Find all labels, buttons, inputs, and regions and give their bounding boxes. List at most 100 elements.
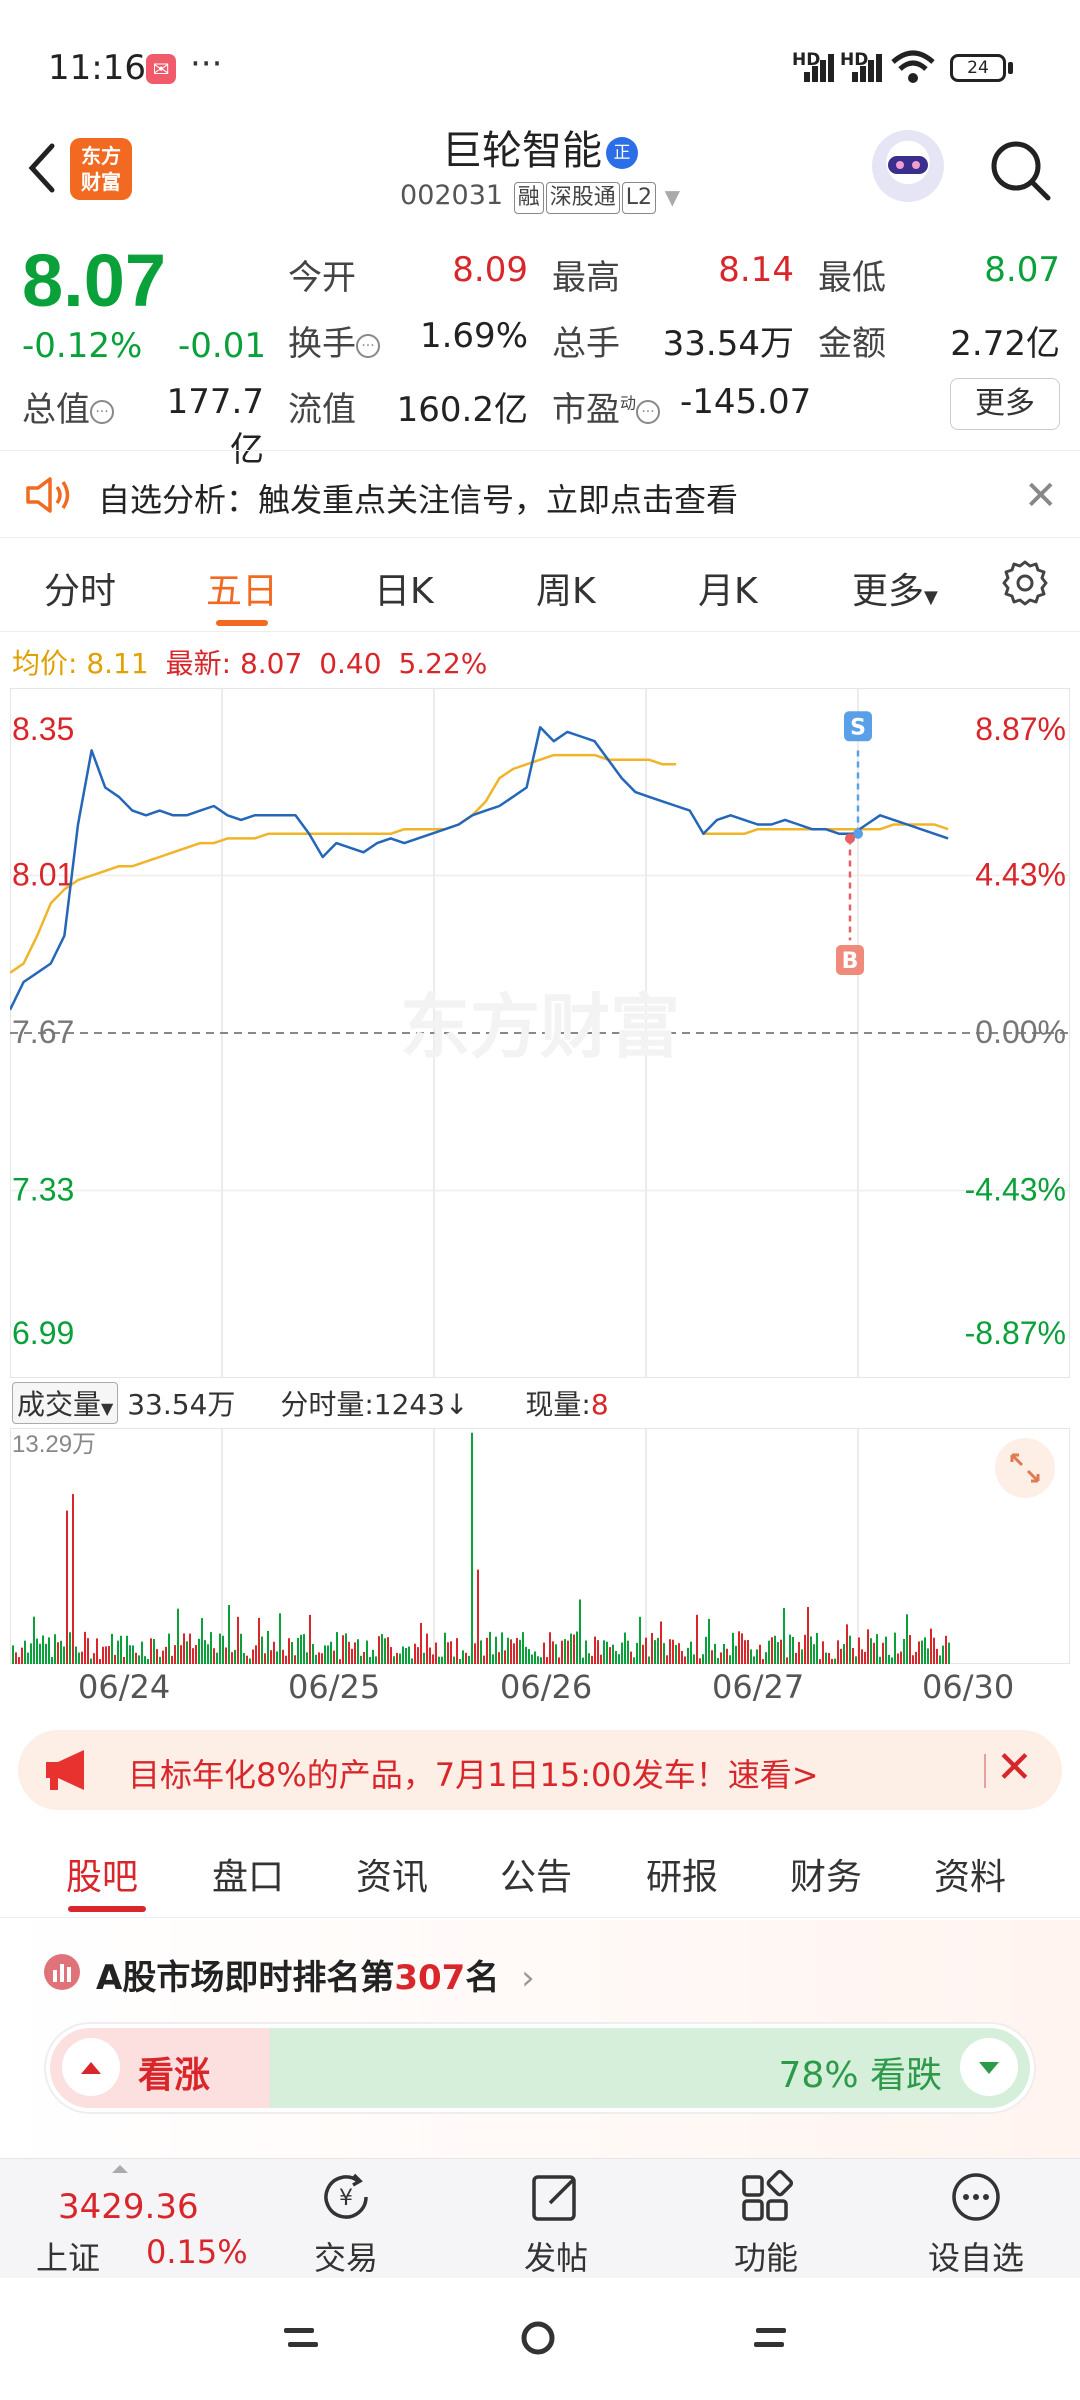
app-logo[interactable]: 东方 财富	[70, 138, 132, 200]
volume-bar	[537, 1656, 539, 1664]
volume-bar	[117, 1640, 119, 1664]
volume-bar	[102, 1646, 104, 1664]
tab-finance[interactable]: 财务	[790, 1857, 863, 1898]
volume-bar	[93, 1653, 95, 1664]
tab-intraday[interactable]: 分时	[44, 571, 117, 612]
volume-bar	[639, 1616, 641, 1664]
volume-label: 总手	[552, 324, 620, 364]
system-navigation	[0, 2278, 1080, 2400]
nav-features[interactable]: 功能	[696, 2169, 836, 2279]
gear-icon[interactable]	[1000, 558, 1050, 608]
tab-profile[interactable]: 资料	[934, 1857, 1007, 1898]
volume-bar	[420, 1622, 422, 1664]
more-fields-button[interactable]: 更多	[950, 378, 1060, 430]
tab-research[interactable]: 研报	[646, 1857, 719, 1898]
tab-news[interactable]: 资讯	[356, 1857, 429, 1898]
tab-more[interactable]: 更多▼	[852, 571, 938, 612]
y-tick-label: 7.67	[12, 1014, 74, 1050]
sell-marker	[844, 711, 872, 742]
volume-bar	[237, 1616, 239, 1664]
y-pct-label: 0.00%	[975, 1014, 1066, 1050]
signal-icon-2: HD	[840, 50, 882, 82]
volume-bar	[618, 1654, 620, 1664]
promo-banner[interactable]: 目标年化8%的产品，7月1日15:00发车！速看> ✕	[18, 1730, 1062, 1810]
tab-five-day[interactable]: 五日	[206, 571, 279, 612]
volume-select[interactable]: 成交量▼	[12, 1382, 119, 1424]
index-name[interactable]: 上证	[36, 2239, 101, 2277]
volume-bar	[714, 1643, 716, 1664]
volume-bar	[360, 1655, 362, 1664]
volume-bar	[234, 1649, 236, 1664]
menu-icon[interactable]	[280, 2318, 320, 2358]
market-cap-label[interactable]: 总值 ···	[22, 382, 114, 431]
volume-bar	[309, 1614, 311, 1664]
tab-daily-k[interactable]: 日K	[374, 571, 434, 612]
volume-bar	[51, 1657, 53, 1664]
home-icon[interactable]	[516, 2316, 560, 2360]
legend-pct: 5.22%	[398, 647, 488, 680]
volume-bar	[384, 1638, 386, 1664]
volume-bar	[636, 1642, 638, 1664]
nav-add-watchlist[interactable]: 设自选	[906, 2169, 1046, 2279]
volume-bar	[657, 1637, 659, 1664]
volume-bar	[372, 1649, 374, 1664]
y-pct-label: 4.43%	[975, 857, 1066, 893]
volume-bar	[201, 1618, 203, 1664]
search-icon[interactable]	[984, 134, 1056, 206]
volume-bar	[804, 1634, 806, 1664]
stock-code-row[interactable]: 002031 融深股通 L2 ▼	[300, 180, 780, 214]
assistant-robot-icon[interactable]	[872, 130, 944, 202]
sell-point	[853, 828, 863, 839]
down-arrow-icon[interactable]	[960, 2038, 1018, 2096]
index-value[interactable]: 3429.36	[58, 2187, 199, 2227]
tab-weekly-k[interactable]: 周K	[536, 571, 596, 612]
volume-chart[interactable]: 13.29万	[10, 1428, 1070, 1664]
tab-monthly-k[interactable]: 月K	[698, 571, 758, 612]
price-change: -0.01	[178, 326, 266, 366]
expand-icon[interactable]	[112, 2165, 128, 2173]
volume-bar	[150, 1638, 152, 1664]
volume-bar	[510, 1639, 512, 1664]
close-icon[interactable]: ✕	[996, 1742, 1033, 1793]
volume-bar	[789, 1634, 791, 1664]
alert-banner[interactable]: 自选分析：触发重点关注信号，立即点击查看 ✕	[0, 450, 1080, 538]
volume-bar	[693, 1654, 695, 1664]
volume-bar	[72, 1494, 74, 1664]
volume-bar	[336, 1632, 338, 1664]
up-arrow-icon[interactable]	[62, 2038, 120, 2096]
date-label: 06/30	[922, 1668, 1015, 1706]
chevron-down-icon: ▼	[924, 587, 938, 608]
volume-bar	[552, 1641, 554, 1664]
volume-bar	[15, 1652, 17, 1664]
volume-bar	[264, 1653, 266, 1664]
active-tab-indicator	[68, 1906, 146, 1912]
volume-bar	[363, 1652, 365, 1664]
nav-post[interactable]: 发帖	[486, 2169, 626, 2279]
ranking-title[interactable]: A股市场即时排名第307名 ›	[96, 1958, 535, 1998]
ranking-card[interactable]: A股市场即时排名第307名 › 看涨 78% 看跌	[0, 1920, 1080, 2160]
expand-icon[interactable]	[995, 1438, 1055, 1498]
tab-guba[interactable]: 股吧	[66, 1857, 139, 1898]
turnover-label[interactable]: 换手 ···	[288, 316, 380, 365]
back-arrow-icon[interactable]	[22, 138, 62, 198]
volume-bar	[330, 1641, 332, 1664]
amount-label: 金额	[818, 324, 886, 364]
volume-bar	[540, 1657, 542, 1664]
bearish-button[interactable]	[270, 2028, 1030, 2108]
tab-announcements[interactable]: 公告	[500, 1857, 573, 1898]
volume-bar	[705, 1636, 707, 1664]
close-icon[interactable]: ✕	[1024, 473, 1058, 519]
nav-trade[interactable]: ¥ 交易	[276, 2169, 416, 2279]
volume-bar	[276, 1651, 278, 1664]
volume-bar	[924, 1637, 926, 1664]
volume-bar	[915, 1651, 917, 1664]
price-chart[interactable]: 东方财富 8.35 8.01 7.67 7.33 6.99 8.87% 4.43% 0.00% -…	[10, 688, 1070, 1378]
volume-bar	[267, 1630, 269, 1664]
back-nav-icon[interactable]	[752, 2318, 792, 2358]
volume-bar	[279, 1613, 281, 1664]
volume-bar	[786, 1657, 788, 1664]
index-pct[interactable]: 0.15%	[146, 2233, 248, 2271]
tab-order-book[interactable]: 盘口	[212, 1857, 285, 1898]
volume-bar	[468, 1655, 470, 1664]
pe-label[interactable]: 市盈动 ···	[552, 382, 661, 431]
